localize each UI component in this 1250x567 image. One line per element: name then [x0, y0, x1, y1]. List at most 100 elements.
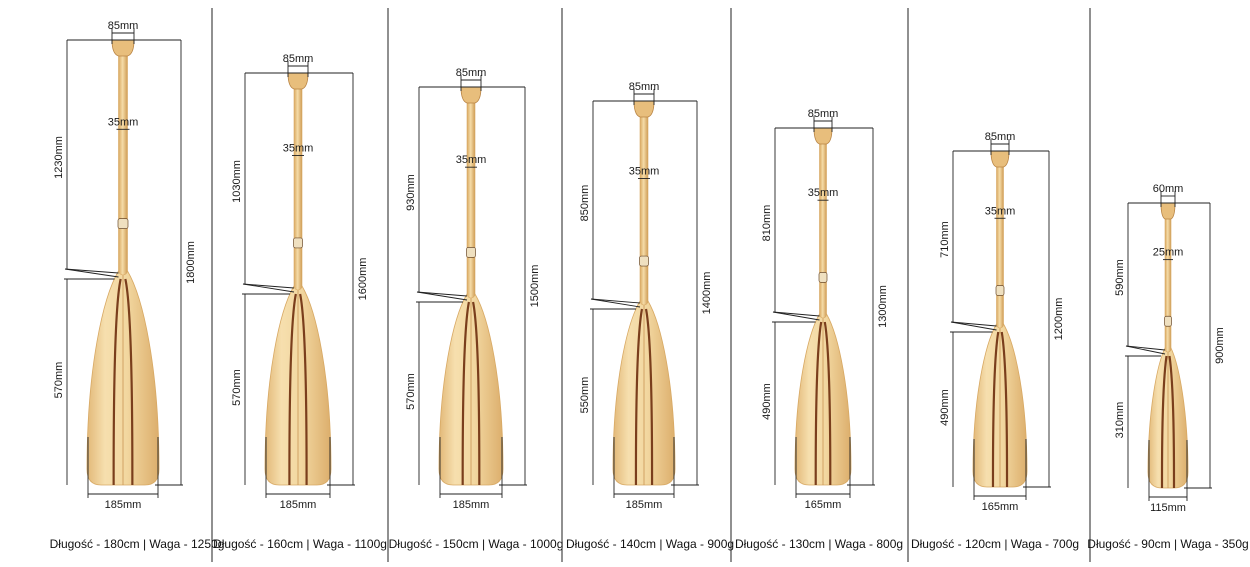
junction-pointer	[416, 291, 468, 301]
blade-strip	[634, 308, 644, 485]
paddle-p120: 85mm 35mm 710mm 490mm 1200mm 165mm Długość - 1…	[911, 8, 1091, 562]
dimension-lines: 85mm 35mm 930mm 570mm 1500mm 185mm	[405, 67, 541, 511]
paddle-shaft	[118, 51, 128, 276]
blade-length-label: 490mm	[939, 389, 951, 426]
paddle-caption: Długość - 130cm | Waga - 800g	[735, 537, 903, 551]
shaft-length-label: 1030mm	[231, 160, 243, 203]
paddle-grip	[990, 150, 1010, 168]
junction-pointer	[950, 321, 997, 327]
paddle-shaft	[466, 98, 476, 299]
brand-logo-icon	[818, 272, 828, 283]
shaft-diameter-label: 35mm	[456, 154, 487, 166]
junction-pointer	[590, 298, 641, 304]
blade-strip	[461, 301, 470, 485]
shaft-length-label: 930mm	[405, 174, 417, 211]
grip-width-label: 85mm	[456, 67, 487, 79]
blade-width-label: 185mm	[105, 499, 142, 511]
paddle-p90: 60mm 25mm 590mm 310mm 900mm 115mm Długość - 90…	[1087, 183, 1248, 551]
blade-strip	[814, 321, 823, 485]
blade-strip	[124, 278, 134, 485]
total-length-label: 1200mm	[1053, 298, 1065, 341]
brand-logo-icon	[639, 255, 649, 267]
paddle-p160: 85mm 35mm 1030mm 570mm 1600mm 185mm Długość - …	[213, 8, 389, 562]
junction-pointer	[950, 321, 997, 331]
blade-strip	[1168, 355, 1176, 488]
paddle-grip	[287, 72, 309, 90]
shaft-diameter-label: 35mm	[808, 187, 839, 199]
shaft-length-label: 810mm	[761, 205, 773, 242]
paddle-p150: 85mm 35mm 930mm 570mm 1500mm 185mm Długość - 1…	[389, 8, 563, 562]
paddle-caption: Długość - 120cm | Waga - 700g	[911, 537, 1079, 551]
shaft-length-label: 710mm	[939, 221, 951, 258]
blade-strip	[112, 278, 122, 485]
total-length-label: 1600mm	[357, 258, 369, 301]
blade-width-label: 185mm	[453, 499, 490, 511]
blade-length-label: 310mm	[1114, 402, 1126, 439]
junction-pointer	[590, 298, 641, 308]
paddle-caption: Długość - 140cm | Waga - 900g	[566, 537, 734, 551]
grip-width-label: 85mm	[283, 53, 314, 65]
dimension-lines: 85mm 35mm 850mm 550mm 1400mm 185mm	[579, 81, 713, 511]
paddle-p140: 85mm 35mm 850mm 550mm 1400mm 185mm Długość - 1…	[566, 8, 734, 562]
paddle-grip	[633, 100, 655, 118]
dimension-lines: 85mm 35mm 1030mm 570mm 1600mm 185mm	[231, 53, 369, 511]
paddle-p130: 85mm 35mm 810mm 490mm 1300mm 165mm Długość - 1…	[735, 8, 909, 562]
shaft-diameter-label: 25mm	[1153, 247, 1184, 259]
shaft-diameter-label: 35mm	[629, 166, 660, 178]
shaft-length-label: 850mm	[579, 185, 591, 222]
blade-strip	[823, 321, 832, 485]
shaft-length-label: 590mm	[1114, 259, 1126, 296]
grip-width-label: 85mm	[985, 131, 1016, 143]
total-length-label: 1800mm	[185, 241, 197, 284]
brand-logo-icon	[117, 218, 129, 229]
dimension-lines: 85mm 35mm 810mm 490mm 1300mm 165mm	[761, 108, 889, 511]
paddle-grip	[111, 39, 135, 57]
total-length-label: 1400mm	[701, 272, 713, 315]
junction-pointer	[1125, 345, 1166, 351]
shaft-length-label: 1230mm	[53, 136, 65, 179]
paddle-caption: Długość - 160cm | Waga - 1100g	[213, 537, 387, 551]
blade-length-label: 570mm	[53, 362, 65, 399]
blade-strip	[299, 293, 308, 485]
total-length-label: 900mm	[1214, 327, 1226, 364]
grip-width-label: 85mm	[629, 81, 660, 93]
paddle-caption: Długość - 90cm | Waga - 350g	[1087, 537, 1248, 551]
junction-pointer	[1125, 345, 1166, 355]
dimension-lines: 60mm 25mm 590mm 310mm 900mm 115mm	[1114, 183, 1226, 514]
junction-pointer	[242, 283, 295, 289]
grip-width-label: 60mm	[1153, 183, 1184, 195]
brand-logo-icon	[995, 285, 1005, 296]
junction-pointer	[64, 268, 119, 274]
blade-length-label: 550mm	[579, 377, 591, 414]
junction-pointer	[772, 311, 820, 317]
blade-strip	[472, 301, 481, 485]
paddle-shaft	[1164, 214, 1172, 353]
blade-strip	[1160, 355, 1168, 488]
blade-length-label: 570mm	[405, 373, 417, 410]
paddle-shaft	[639, 112, 649, 306]
blade-width-label: 165mm	[982, 501, 1019, 513]
total-length-label: 1500mm	[529, 265, 541, 308]
blade-width-label: 115mm	[1150, 502, 1186, 514]
paddle-grip	[1160, 202, 1176, 220]
blade-width-label: 185mm	[626, 499, 663, 511]
junction-pointer	[772, 311, 820, 321]
paddle-shaft	[996, 162, 1004, 329]
junction-pointer	[416, 291, 468, 297]
paddle-shaft	[819, 139, 827, 319]
paddles-layer: 85mm 35mm 1230mm 570mm 1800mm 185mm Długość - …	[50, 8, 1249, 562]
brand-logo-icon	[466, 247, 476, 258]
blade-strip	[991, 331, 1000, 487]
junction-pointer	[64, 268, 119, 278]
paddle-grip	[460, 86, 482, 104]
blade-width-label: 165mm	[805, 499, 842, 511]
blade-length-label: 490mm	[761, 383, 773, 420]
blade-length-label: 570mm	[231, 369, 243, 406]
shaft-diameter-label: 35mm	[108, 116, 139, 128]
dimension-lines: 85mm 35mm 710mm 490mm 1200mm 165mm	[939, 131, 1065, 513]
paddle-grip	[813, 127, 833, 145]
paddle-caption: Długość - 180cm | Waga - 1250g	[50, 537, 225, 551]
shaft-diameter-label: 35mm	[985, 205, 1016, 217]
total-length-label: 1300mm	[877, 285, 889, 328]
